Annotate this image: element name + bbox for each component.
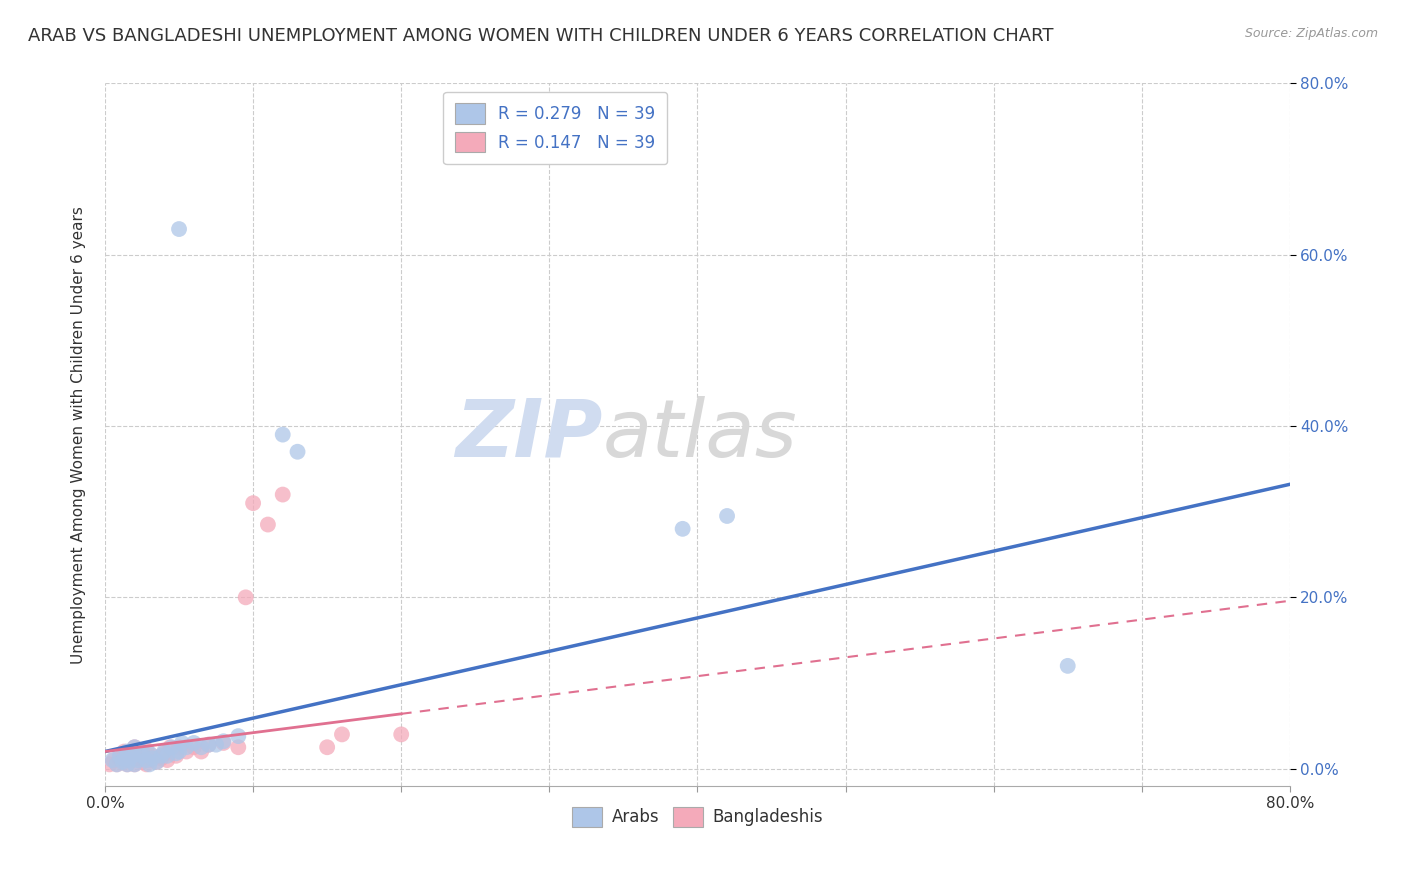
Point bbox=[389, 727, 412, 741]
Text: atlas: atlas bbox=[603, 396, 797, 474]
Point bbox=[112, 751, 135, 765]
Point bbox=[141, 751, 163, 765]
Point bbox=[190, 740, 212, 755]
Point bbox=[131, 745, 153, 759]
Point bbox=[103, 753, 125, 767]
Point bbox=[112, 745, 135, 759]
Point bbox=[159, 740, 181, 755]
Point bbox=[153, 746, 176, 760]
Y-axis label: Unemployment Among Women with Children Under 6 years: Unemployment Among Women with Children U… bbox=[72, 206, 86, 664]
Point bbox=[124, 757, 146, 772]
Point bbox=[330, 727, 353, 741]
Point bbox=[150, 751, 173, 765]
Point bbox=[146, 755, 169, 769]
Point bbox=[226, 729, 249, 743]
Point bbox=[226, 740, 249, 755]
Point bbox=[183, 740, 205, 755]
Point bbox=[131, 746, 153, 760]
Point bbox=[135, 743, 157, 757]
Point bbox=[138, 746, 160, 760]
Point bbox=[135, 757, 157, 772]
Point bbox=[118, 753, 141, 767]
Point bbox=[156, 748, 179, 763]
Point bbox=[135, 753, 157, 767]
Point bbox=[124, 740, 146, 755]
Point bbox=[121, 748, 143, 763]
Point bbox=[170, 736, 193, 750]
Point bbox=[197, 738, 219, 752]
Point bbox=[118, 746, 141, 760]
Point bbox=[121, 753, 143, 767]
Point bbox=[287, 444, 309, 458]
Point bbox=[138, 753, 160, 767]
Point bbox=[165, 746, 187, 760]
Point bbox=[127, 753, 149, 767]
Legend: Arabs, Bangladeshis: Arabs, Bangladeshis bbox=[565, 800, 830, 834]
Point bbox=[160, 740, 183, 755]
Point bbox=[205, 738, 228, 752]
Point bbox=[271, 487, 294, 501]
Point bbox=[131, 748, 153, 763]
Point bbox=[105, 757, 128, 772]
Point bbox=[165, 748, 187, 763]
Text: ZIP: ZIP bbox=[456, 396, 603, 474]
Point bbox=[153, 745, 176, 759]
Point bbox=[197, 738, 219, 752]
Point bbox=[141, 748, 163, 763]
Point bbox=[271, 427, 294, 442]
Point bbox=[138, 757, 160, 772]
Point bbox=[146, 755, 169, 769]
Point bbox=[176, 740, 198, 755]
Point bbox=[124, 740, 146, 755]
Point bbox=[115, 745, 138, 759]
Point bbox=[115, 757, 138, 772]
Point bbox=[131, 755, 153, 769]
Point bbox=[111, 755, 134, 769]
Point bbox=[150, 748, 173, 763]
Point bbox=[716, 508, 738, 523]
Point bbox=[1056, 658, 1078, 673]
Point bbox=[176, 745, 198, 759]
Text: ARAB VS BANGLADESHI UNEMPLOYMENT AMONG WOMEN WITH CHILDREN UNDER 6 YEARS CORRELA: ARAB VS BANGLADESHI UNEMPLOYMENT AMONG W… bbox=[28, 27, 1053, 45]
Point bbox=[156, 753, 179, 767]
Point bbox=[111, 755, 134, 769]
Point bbox=[101, 753, 124, 767]
Point bbox=[167, 740, 190, 755]
Point bbox=[212, 734, 235, 748]
Point bbox=[115, 757, 138, 772]
Point bbox=[124, 757, 146, 772]
Point bbox=[242, 496, 264, 510]
Point bbox=[235, 591, 257, 605]
Point bbox=[183, 736, 205, 750]
Point bbox=[98, 757, 121, 772]
Point bbox=[167, 745, 190, 759]
Point bbox=[122, 748, 145, 763]
Point bbox=[672, 522, 695, 536]
Point bbox=[108, 751, 131, 765]
Text: Source: ZipAtlas.com: Source: ZipAtlas.com bbox=[1244, 27, 1378, 40]
Point bbox=[212, 736, 235, 750]
Point bbox=[127, 751, 149, 765]
Point bbox=[167, 222, 190, 236]
Point bbox=[316, 740, 339, 755]
Point bbox=[257, 517, 280, 532]
Point bbox=[108, 748, 131, 763]
Point bbox=[190, 745, 212, 759]
Point bbox=[105, 757, 128, 772]
